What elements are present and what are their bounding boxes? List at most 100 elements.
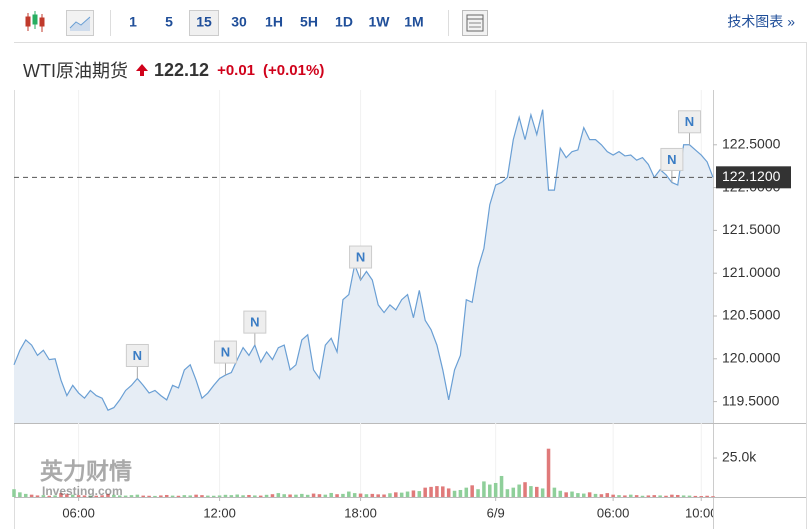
event-label[interactable]: N	[685, 114, 694, 129]
area-fill	[14, 109, 713, 423]
volume-bar	[611, 494, 615, 497]
event-box[interactable]	[349, 245, 373, 269]
volume-bar	[112, 494, 116, 497]
volume-bar	[670, 494, 674, 497]
area-icon[interactable]	[66, 10, 94, 36]
volume-bar	[106, 493, 110, 497]
instrument-name: WTI原油期货	[23, 61, 128, 81]
price-line	[13, 109, 714, 411]
y-tick-label: 121.0000	[722, 264, 781, 280]
volume-bar	[452, 490, 457, 497]
watermark: 英力财情 Investing.com	[40, 458, 132, 498]
event-box[interactable]	[125, 343, 149, 367]
interval-button[interactable]: 1H	[265, 14, 283, 30]
event-label[interactable]: N	[667, 152, 676, 167]
x-axis-labels: 06:00 12:00 18:00 6/9 06:00 10:00	[62, 505, 713, 520]
event-box[interactable]	[678, 110, 702, 134]
volume-bar	[529, 486, 533, 497]
event-label[interactable]: N	[221, 344, 230, 359]
volume-bar	[300, 493, 304, 497]
volume-bar	[282, 494, 286, 497]
y-tick-label: 120.5000	[722, 307, 781, 323]
volume-bar	[499, 475, 504, 497]
event-label[interactable]: N	[250, 315, 259, 330]
volume-bar	[264, 494, 269, 497]
volume-bar	[170, 495, 175, 497]
volume-bar	[47, 495, 52, 497]
volume-bar	[623, 495, 627, 497]
volume-bar	[482, 481, 486, 497]
volume-bar	[82, 495, 87, 497]
interval-button[interactable]: 15	[196, 14, 212, 30]
volume-bar	[399, 492, 404, 497]
volume-bar	[247, 494, 251, 497]
volume-bar	[470, 485, 474, 497]
event-label[interactable]: N	[133, 348, 142, 363]
volume-bar	[617, 495, 621, 497]
interval-button[interactable]: 1	[129, 14, 137, 30]
volume-bar	[558, 490, 563, 497]
x-tick-label: 12:00	[203, 505, 236, 520]
volume-bar	[276, 493, 281, 497]
volume-bar	[59, 493, 63, 497]
y-tick-label: 119.5000	[722, 392, 780, 408]
volume-bar	[76, 495, 81, 497]
interval-button[interactable]: 5	[165, 14, 173, 30]
candlestick-icon[interactable]	[25, 11, 45, 32]
volume-bar	[423, 487, 427, 497]
volume-bar	[411, 490, 416, 497]
volume-bar	[12, 489, 16, 497]
interval-button[interactable]: 5H	[300, 14, 318, 30]
event-box[interactable]	[660, 147, 684, 171]
volume-bar	[488, 484, 492, 497]
volume-bar	[29, 494, 34, 497]
volume-bar	[135, 494, 140, 497]
quote-header: WTI原油期货 122.12 +0.01 (+0.01%)	[23, 57, 332, 83]
volume-bar	[376, 494, 380, 497]
volume-bar	[188, 495, 192, 497]
volume-bar	[141, 495, 145, 497]
last-value-label: 122.1200	[722, 168, 781, 184]
interval-button[interactable]: 30	[231, 14, 247, 30]
last-price: 122.12	[154, 59, 210, 80]
volume-bar	[129, 495, 134, 497]
volume-bar	[253, 495, 257, 497]
volume-bar	[664, 495, 668, 497]
tech-chart-link[interactable]: 技术图表 »	[727, 14, 795, 30]
event-label[interactable]: N	[356, 249, 365, 264]
volume-bar	[593, 493, 598, 497]
interval-button[interactable]: 1D	[335, 14, 353, 30]
table-icon[interactable]	[462, 10, 488, 36]
volume-bar	[329, 492, 333, 497]
volume-bar	[687, 495, 692, 497]
y-tick-label: 122.5000	[722, 135, 781, 151]
interval-button[interactable]: 1W	[369, 14, 391, 30]
volume-bar	[23, 493, 28, 497]
volume-bar	[194, 494, 198, 497]
volume-bar	[311, 493, 316, 497]
up-arrow	[136, 64, 148, 76]
volume-bar	[634, 495, 639, 497]
interval-button[interactable]: 1M	[404, 14, 423, 30]
toolbar-icons	[25, 10, 488, 36]
volume-bar	[65, 494, 69, 497]
volume-bar	[394, 492, 398, 497]
volume-bar	[164, 494, 169, 497]
event-box[interactable]	[243, 310, 267, 334]
volume-bar	[640, 495, 645, 497]
volume-bar	[576, 493, 580, 497]
volume-bar	[270, 494, 275, 497]
volume-bar	[258, 495, 263, 497]
event-box[interactable]	[213, 340, 237, 364]
volume-bar	[241, 495, 245, 497]
volume-bar	[535, 486, 539, 497]
volume-bar	[100, 495, 104, 497]
volume-bar	[476, 489, 480, 497]
volume-bar	[35, 495, 40, 497]
volume-bar	[382, 494, 386, 497]
volume-bar	[441, 486, 445, 497]
volume-bar	[323, 494, 328, 497]
watermark-brand: 英力财情	[40, 458, 132, 484]
